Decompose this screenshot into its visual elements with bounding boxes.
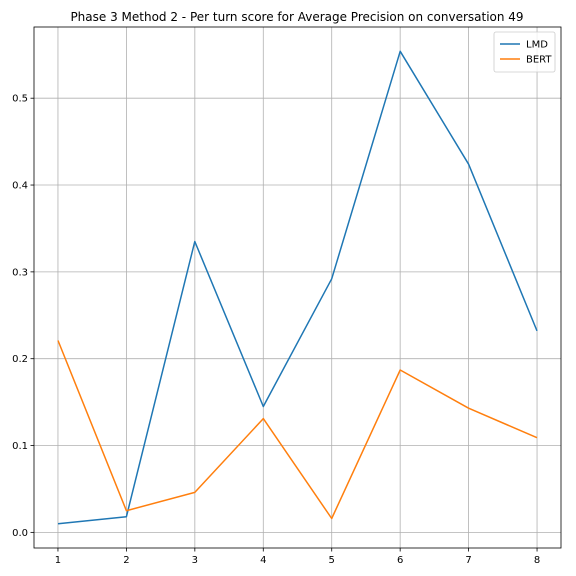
grid-layer — [34, 27, 561, 548]
y-tick-label: 0.5 — [12, 94, 28, 105]
legend-box — [493, 31, 556, 73]
x-tick-label: 6 — [397, 555, 403, 566]
x-tick-label: 4 — [260, 555, 266, 566]
series-layer — [57, 50, 538, 525]
legend: LMD BERT — [493, 31, 556, 73]
x-tick-label: 5 — [329, 555, 335, 566]
chart-title: Phase 3 Method 2 - Per turn score for Av… — [70, 10, 523, 24]
ticks-layer: 1 2 3 4 5 6 7 8 0.0 0.1 0.2 0.3 0.4 0.5 — [12, 94, 540, 566]
legend-label-lmd: LMD — [526, 40, 548, 51]
plot-frame — [33, 26, 562, 549]
series-line-bert — [57, 340, 538, 520]
y-tick-label: 0.0 — [12, 528, 28, 539]
y-tick-label: 0.3 — [12, 267, 28, 278]
x-tick-label: 1 — [55, 555, 61, 566]
x-tick-label: 2 — [123, 555, 129, 566]
x-tick-label: 7 — [465, 555, 471, 566]
x-tick-label: 8 — [534, 555, 540, 566]
y-tick-label: 0.4 — [12, 181, 28, 192]
y-tick-label: 0.1 — [12, 441, 28, 452]
y-tick-label: 0.2 — [12, 354, 28, 365]
series-line-lmd — [57, 50, 538, 525]
legend-label-bert: BERT — [526, 55, 552, 66]
x-tick-label: 3 — [192, 555, 198, 566]
